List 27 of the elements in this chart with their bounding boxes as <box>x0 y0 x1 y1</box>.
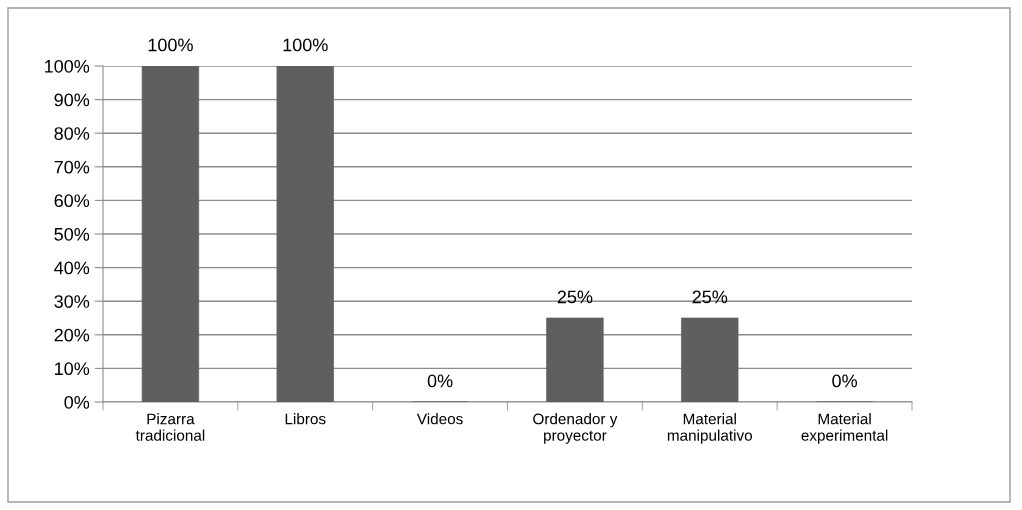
data-label: 25% <box>557 290 593 304</box>
bar <box>141 66 200 402</box>
y-tick-label: 100% <box>45 59 90 73</box>
x-tick-label: Material manipulativo <box>667 413 752 444</box>
x-tick-label: Material experimental <box>801 413 888 444</box>
bar <box>276 66 334 402</box>
bar <box>681 317 739 402</box>
y-tick-label: 30% <box>54 295 90 308</box>
y-tick-label: 80% <box>54 127 90 140</box>
data-label: 0% <box>832 374 857 388</box>
y-tick-label: 50% <box>54 227 90 241</box>
x-tick-label: Ordenador y proyector <box>533 413 618 444</box>
bar <box>546 317 604 402</box>
y-tick-label: 40% <box>54 261 90 275</box>
y-tick-label: 10% <box>55 362 90 376</box>
x-tick-label: Pizarra tradicional <box>135 413 205 441</box>
data-label: 25% <box>692 290 728 304</box>
y-tick-label: 0% <box>64 395 90 409</box>
y-tick-label: 60% <box>54 194 90 208</box>
data-label: 0% <box>427 374 453 388</box>
data-label: 100% <box>148 38 193 52</box>
x-tick-label: Libros <box>285 413 326 425</box>
y-tick-label: 20% <box>54 328 90 342</box>
data-label: 100% <box>283 38 328 52</box>
y-tick-label: 90% <box>54 93 90 107</box>
x-tick-label: Videos <box>416 413 463 425</box>
y-tick-label: 70% <box>54 160 90 174</box>
